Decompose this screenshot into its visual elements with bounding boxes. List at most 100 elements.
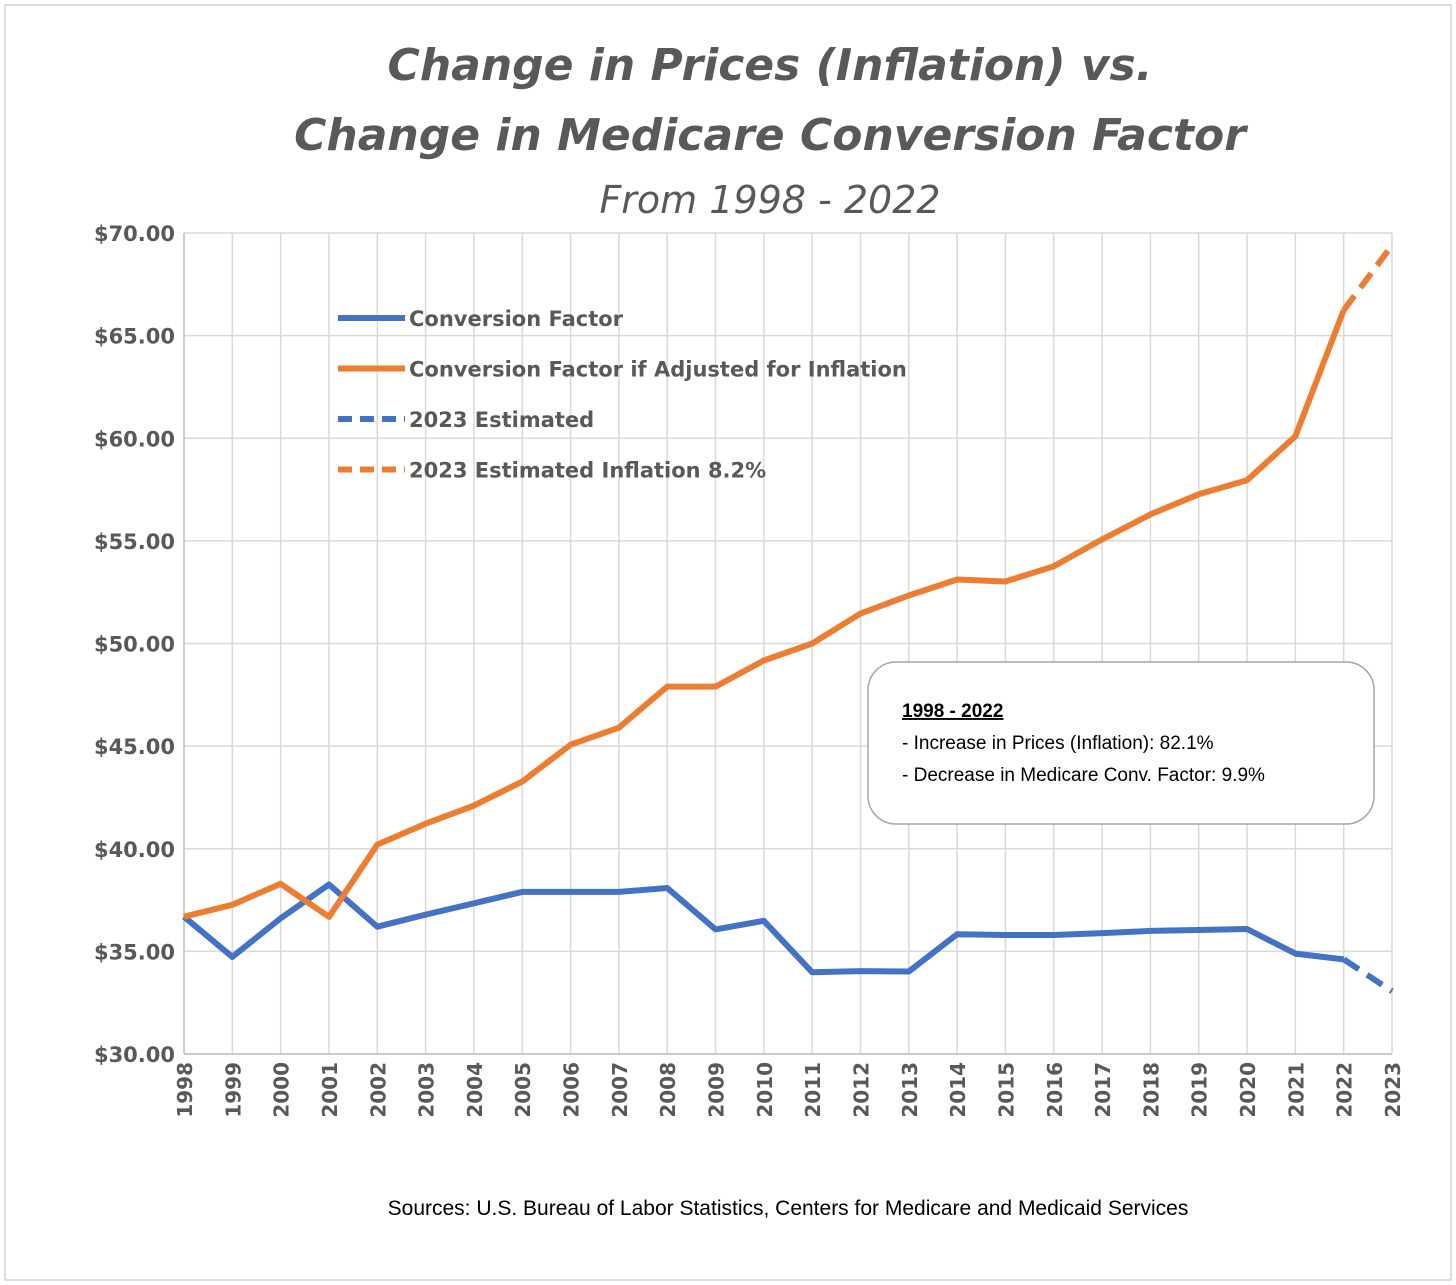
chart-subtitle: From 1998 - 2022 — [599, 178, 940, 222]
data-point — [811, 643, 813, 644]
data-point — [231, 956, 233, 958]
y-tick-label: $70.00 — [94, 222, 175, 246]
data-point — [763, 920, 765, 922]
data-point — [521, 781, 523, 783]
x-tick-label: 2004 — [463, 1062, 487, 1118]
y-tick-label: $40.00 — [94, 838, 175, 862]
gridlines — [183, 232, 1393, 1055]
data-point — [425, 823, 427, 825]
legend-label: Conversion Factor — [409, 307, 624, 331]
data-point — [231, 904, 233, 906]
y-tick-label: $50.00 — [94, 633, 175, 657]
data-point — [376, 926, 378, 928]
x-tick-label: 2000 — [270, 1062, 294, 1118]
data-point — [328, 883, 330, 885]
x-tick-label: 2019 — [1188, 1062, 1212, 1118]
chart-frame — [4, 4, 1452, 1281]
data-point — [908, 970, 910, 972]
legend-label: 2023 Estimated — [409, 408, 594, 432]
data-point — [1198, 929, 1200, 931]
series-line-2 — [1342, 956, 1394, 994]
x-tick-label: 2010 — [753, 1062, 777, 1118]
data-point — [811, 971, 813, 973]
x-tick-label: 2013 — [898, 1062, 922, 1118]
data-point — [570, 891, 572, 893]
x-tick-label: 1998 — [173, 1062, 197, 1118]
legend-label: Conversion Factor if Adjusted for Inflat… — [409, 358, 907, 382]
legend: Conversion Factor Conversion Factor if Ad… — [338, 307, 907, 483]
data-point — [763, 660, 765, 662]
x-axis: 1998 1999 2000 2001 2002 2003 2004 2005 2006 2007… — [173, 1062, 1405, 1118]
x-tick-label: 2009 — [705, 1062, 729, 1118]
x-tick-label: 2005 — [511, 1062, 535, 1118]
y-tick-label: $60.00 — [94, 427, 175, 451]
data-point — [183, 916, 185, 918]
chart-title-line-2: Change in Medicare Conversion Factor — [294, 110, 1248, 161]
annotation-heading: 1998 - 2022 — [902, 701, 1003, 722]
x-tick-label: 2020 — [1236, 1062, 1260, 1118]
data-point — [956, 578, 958, 580]
y-axis: $30.00 $35.00 $40.00 $45.00 $50.00 $55.00 $60.… — [94, 222, 175, 1067]
data-point — [521, 891, 523, 893]
data-point — [376, 844, 378, 846]
data-point — [473, 902, 475, 904]
data-point — [1101, 932, 1103, 934]
x-tick-label: 2015 — [994, 1062, 1018, 1118]
data-point — [956, 933, 958, 935]
annotation-box: 1998 - 2022 - Increase in Prices (Inflat… — [867, 661, 1375, 825]
data-point — [666, 686, 668, 688]
y-tick-label: $30.00 — [94, 1043, 175, 1067]
x-tick-label: 2002 — [366, 1062, 390, 1118]
x-tick-label: 2022 — [1333, 1062, 1357, 1118]
data-point — [859, 613, 861, 615]
x-tick-label: 2001 — [318, 1062, 342, 1118]
data-point — [473, 805, 475, 807]
annotation-line-conversion: - Decrease in Medicare Conv. Factor: 9.9… — [902, 765, 1265, 786]
series-lines — [182, 243, 1395, 994]
data-point — [1246, 479, 1248, 481]
data-point — [1149, 513, 1151, 515]
data-point — [1294, 435, 1296, 437]
y-tick-label: $65.00 — [94, 325, 175, 349]
data-point — [1053, 934, 1055, 936]
data-point — [715, 686, 717, 688]
data-point — [908, 594, 910, 596]
data-point — [1053, 565, 1055, 567]
x-tick-label: 2021 — [1284, 1062, 1308, 1118]
data-point — [280, 917, 282, 919]
data-point — [1198, 493, 1200, 495]
data-point — [1343, 958, 1345, 960]
data-point — [1246, 928, 1248, 930]
y-tick-label: $55.00 — [94, 530, 175, 554]
x-tick-label: 2003 — [415, 1062, 439, 1118]
y-tick-label: $45.00 — [94, 735, 175, 759]
x-tick-label: 2018 — [1139, 1062, 1163, 1118]
data-point — [425, 914, 427, 916]
data-point — [618, 891, 620, 893]
annotation-line-inflation: - Increase in Prices (Inflation): 82.1% — [902, 733, 1214, 754]
legend-label: 2023 Estimated Inflation 8.2% — [409, 459, 766, 483]
y-tick-label: $35.00 — [94, 940, 175, 964]
data-point — [328, 916, 330, 918]
x-tick-label: 2023 — [1381, 1062, 1405, 1118]
x-tick-label: 2012 — [849, 1062, 873, 1118]
x-tick-label: 2008 — [656, 1062, 680, 1118]
data-point — [715, 928, 717, 930]
x-tick-label: 2007 — [608, 1062, 632, 1118]
x-tick-label: 2006 — [560, 1062, 584, 1118]
x-tick-label: 2016 — [1043, 1062, 1067, 1118]
data-point — [1004, 934, 1006, 936]
data-point — [666, 887, 668, 889]
data-point — [618, 727, 620, 729]
source-note: Sources: U.S. Bureau of Labor Statistics… — [388, 1197, 1189, 1220]
data-point — [570, 744, 572, 746]
data-point — [859, 970, 861, 972]
annotation-border — [867, 661, 1375, 825]
series-line-3 — [1341, 243, 1395, 312]
x-tick-label: 1999 — [221, 1062, 245, 1118]
data-point — [1004, 581, 1006, 583]
data-point — [1294, 953, 1296, 955]
data-point — [1391, 244, 1393, 246]
x-tick-label: 2017 — [1091, 1062, 1115, 1118]
